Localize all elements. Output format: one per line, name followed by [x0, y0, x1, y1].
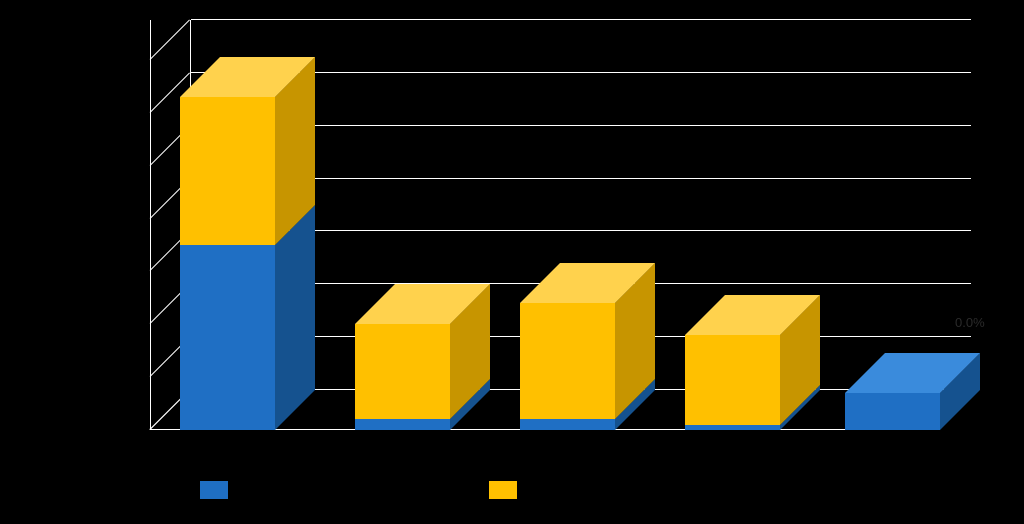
bar-group	[845, 20, 980, 430]
x-tick-label: Cat E	[877, 440, 907, 454]
bar-segment-front	[685, 425, 780, 430]
y-tick-label: 20	[80, 264, 140, 278]
y-tick-label: 50	[80, 105, 140, 119]
y-tick-label: 70	[80, 0, 140, 13]
y-tick-label: 30	[80, 211, 140, 225]
bar-group	[685, 20, 820, 430]
x-tick-label: Cat B	[387, 440, 417, 454]
bar-group	[520, 20, 655, 430]
legend-label: Series 1	[238, 482, 289, 498]
bar-segment-front	[355, 324, 450, 419]
legend-item-series1: Series 1	[200, 481, 289, 499]
y-axis: 0 10 20 30 40 50 60 70	[80, 20, 140, 430]
y-tick-label: 0	[80, 369, 140, 383]
x-tick-label: Cat D	[717, 440, 748, 454]
x-tick-label: Cat C	[552, 440, 583, 454]
chart-bars	[150, 20, 970, 430]
legend-swatch-icon	[200, 481, 228, 499]
bar-segment-front	[845, 393, 940, 430]
bar-group	[180, 20, 315, 430]
y-tick-label: 10	[80, 317, 140, 331]
data-label-fragment: 0.0%	[955, 315, 985, 330]
x-tick-label: Cat A	[212, 440, 241, 454]
y-tick-label: 40	[80, 158, 140, 172]
bar-segment-front	[180, 245, 275, 430]
bar-segment-front	[520, 419, 615, 430]
legend-label: Series 2	[527, 482, 578, 498]
bar-segment-front	[355, 419, 450, 430]
chart-legend: Series 1 Series 2	[200, 470, 800, 510]
chart-plot-area: 0.0%	[150, 20, 970, 430]
legend-item-series2: Series 2	[489, 481, 578, 499]
bar-segment-front	[520, 303, 615, 419]
bar-segment-front	[180, 97, 275, 245]
y-tick-label: 60	[80, 52, 140, 66]
bar-segment-front	[685, 335, 780, 425]
bar-group	[355, 20, 490, 430]
legend-swatch-icon	[489, 481, 517, 499]
